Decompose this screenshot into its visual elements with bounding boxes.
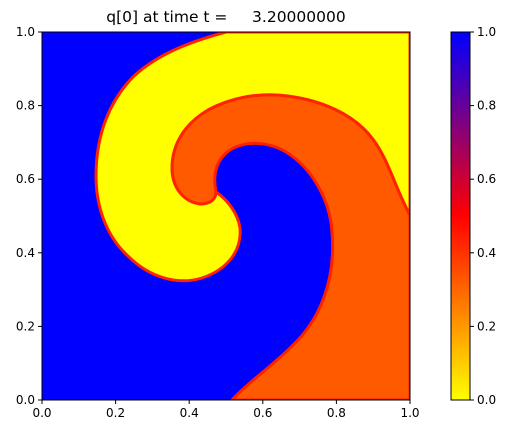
x-tick-label: 0.2 [106, 406, 125, 420]
colorbar-axis: 0.0 0.2 0.4 0.6 0.8 1.0 [470, 25, 496, 407]
x-tick-label: 0.4 [180, 406, 199, 420]
colorbar [450, 31, 471, 401]
colorbar-tick-label: 0.2 [477, 319, 496, 333]
y-tick-label: 1.0 [16, 25, 35, 39]
y-tick-label: 0.8 [16, 99, 35, 113]
colorbar-tick-label: 0.4 [477, 246, 496, 260]
heatmap-field [42, 32, 410, 400]
x-tick-label: 0.6 [253, 406, 272, 420]
colorbar-tick-label: 0.8 [477, 99, 496, 113]
x-tick-label: 0.0 [32, 406, 51, 420]
colorbar-tick-label: 0.0 [477, 393, 496, 407]
x-axis: 0.0 0.2 0.4 0.6 0.8 1.0 [32, 400, 420, 420]
y-tick-label: 0.2 [16, 319, 35, 333]
y-axis: 0.0 0.2 0.4 0.6 0.8 1.0 [16, 25, 42, 407]
y-tick-label: 0.4 [16, 246, 35, 260]
x-tick-label: 1.0 [400, 406, 419, 420]
heatmap-region-yellow [94, 32, 410, 283]
x-tick-label: 0.8 [327, 406, 346, 420]
plot-frame [41, 31, 411, 401]
chart-title: q[0] at time t = 3.20000000 [106, 8, 345, 26]
y-tick-label: 0.0 [16, 393, 35, 407]
colorbar-tick-label: 1.0 [477, 25, 496, 39]
y-tick-label: 0.6 [16, 172, 35, 186]
colorbar-tick-label: 0.6 [477, 172, 496, 186]
